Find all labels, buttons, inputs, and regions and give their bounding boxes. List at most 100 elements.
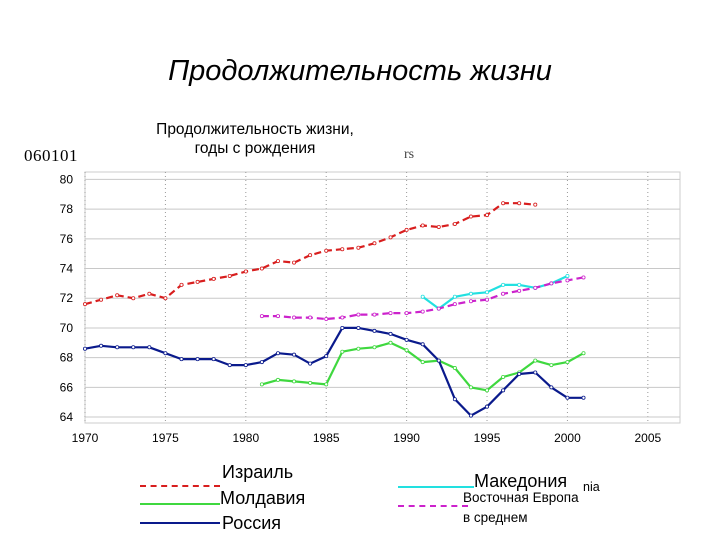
legend-label-eastern-europe-1: Восточная Европа	[463, 490, 579, 505]
data-point-israel	[340, 247, 345, 252]
legend-label-russia: Россия	[222, 513, 282, 533]
data-point-russia	[292, 352, 297, 357]
data-point-russia	[243, 363, 248, 368]
data-point-israel	[227, 273, 232, 278]
data-point-russia	[581, 395, 586, 400]
data-point-russia	[388, 331, 393, 336]
data-point-israel	[404, 227, 409, 232]
data-point-russia	[308, 361, 313, 366]
data-point-eastern_europe	[485, 297, 490, 302]
y-tick-label: 66	[60, 380, 74, 394]
data-point-russia	[115, 345, 120, 350]
y-tick-label: 64	[60, 410, 74, 424]
x-tick-label: 1975	[152, 431, 179, 445]
data-point-eastern_europe	[501, 291, 506, 296]
data-point-moldova	[372, 345, 377, 350]
data-point-israel	[452, 221, 457, 226]
x-tick-label: 1995	[474, 431, 501, 445]
x-tick-label: 1970	[72, 431, 99, 445]
y-tick-label: 80	[60, 172, 74, 186]
data-point-israel	[517, 201, 522, 206]
data-point-russia	[211, 357, 216, 362]
x-tick-label: 1985	[313, 431, 340, 445]
data-point-russia	[163, 351, 168, 356]
y-tick-label: 68	[60, 351, 74, 365]
data-point-moldova	[549, 363, 554, 368]
data-point-moldova	[468, 385, 473, 390]
legend-label-macedonia: Македония	[474, 471, 568, 491]
data-point-russia	[147, 345, 152, 350]
x-tick-label: 2000	[554, 431, 581, 445]
data-point-israel	[179, 282, 184, 287]
x-tick-label: 1990	[393, 431, 420, 445]
data-point-russia	[372, 328, 377, 333]
data-point-russia	[324, 354, 329, 359]
data-point-israel	[372, 241, 377, 246]
data-point-russia	[468, 413, 473, 418]
data-point-russia	[517, 371, 522, 376]
data-point-israel	[501, 201, 506, 206]
legend-line-moldova	[140, 503, 220, 505]
legend-line-macedonia	[398, 486, 474, 488]
data-point-eastern_europe	[308, 315, 313, 320]
data-point-israel	[131, 296, 136, 301]
data-point-russia	[179, 357, 184, 362]
data-point-moldova	[565, 360, 570, 365]
data-point-eastern_europe	[468, 299, 473, 304]
data-point-russia	[227, 363, 232, 368]
data-point-macedonia	[452, 294, 457, 299]
data-point-israel	[324, 248, 329, 253]
data-point-russia	[275, 351, 280, 356]
data-point-eastern_europe	[452, 302, 457, 307]
x-tick-label: 2005	[634, 431, 661, 445]
data-point-moldova	[308, 380, 313, 385]
data-point-eastern_europe	[565, 278, 570, 283]
data-point-israel	[163, 296, 168, 301]
fragment-text: rs	[404, 147, 415, 162]
data-point-israel	[147, 291, 152, 296]
data-point-eastern_europe	[517, 288, 522, 293]
data-point-macedonia	[565, 273, 570, 278]
series-line-russia	[84, 326, 584, 417]
data-point-moldova	[420, 360, 425, 365]
data-point-eastern_europe	[324, 317, 329, 322]
data-point-russia	[99, 343, 104, 348]
data-point-eastern_europe	[581, 275, 586, 280]
y-tick-label: 74	[60, 262, 74, 276]
data-point-eastern_europe	[420, 309, 425, 314]
data-point-moldova	[485, 388, 490, 393]
chart-title-line2: годы с рождения	[194, 140, 316, 157]
slide-title: Продолжительность жизни	[168, 55, 552, 87]
legend-label-eastern-europe-2: в среднем	[463, 510, 528, 525]
data-point-eastern_europe	[388, 311, 393, 316]
data-point-macedonia	[501, 282, 506, 287]
data-point-moldova	[356, 346, 361, 351]
data-point-israel	[420, 223, 425, 228]
data-point-russia	[259, 360, 264, 365]
data-point-moldova	[404, 348, 409, 353]
data-point-israel	[388, 235, 393, 240]
data-point-moldova	[388, 340, 393, 345]
data-point-moldova	[501, 374, 506, 379]
data-point-russia	[501, 388, 506, 393]
y-tick-label: 70	[60, 321, 74, 335]
data-point-moldova	[275, 377, 280, 382]
chart-title: Продолжительность жизни, годы с рождения	[110, 120, 400, 158]
data-point-moldova	[340, 349, 345, 354]
series-line-macedonia	[422, 275, 568, 310]
data-point-israel	[356, 245, 361, 250]
data-point-macedonia	[468, 291, 473, 296]
legend-line-israel	[140, 485, 220, 487]
data-point-israel	[533, 202, 538, 207]
data-point-israel	[83, 302, 88, 307]
plot-area	[84, 171, 681, 424]
data-point-russia	[436, 358, 441, 363]
data-point-russia	[340, 325, 345, 330]
data-point-eastern_europe	[340, 315, 345, 320]
data-point-russia	[549, 385, 554, 390]
legend-line-russia	[140, 522, 220, 524]
data-point-russia	[83, 346, 88, 351]
data-point-israel	[195, 279, 200, 284]
legend-label-moldova: Молдавия	[220, 488, 306, 508]
